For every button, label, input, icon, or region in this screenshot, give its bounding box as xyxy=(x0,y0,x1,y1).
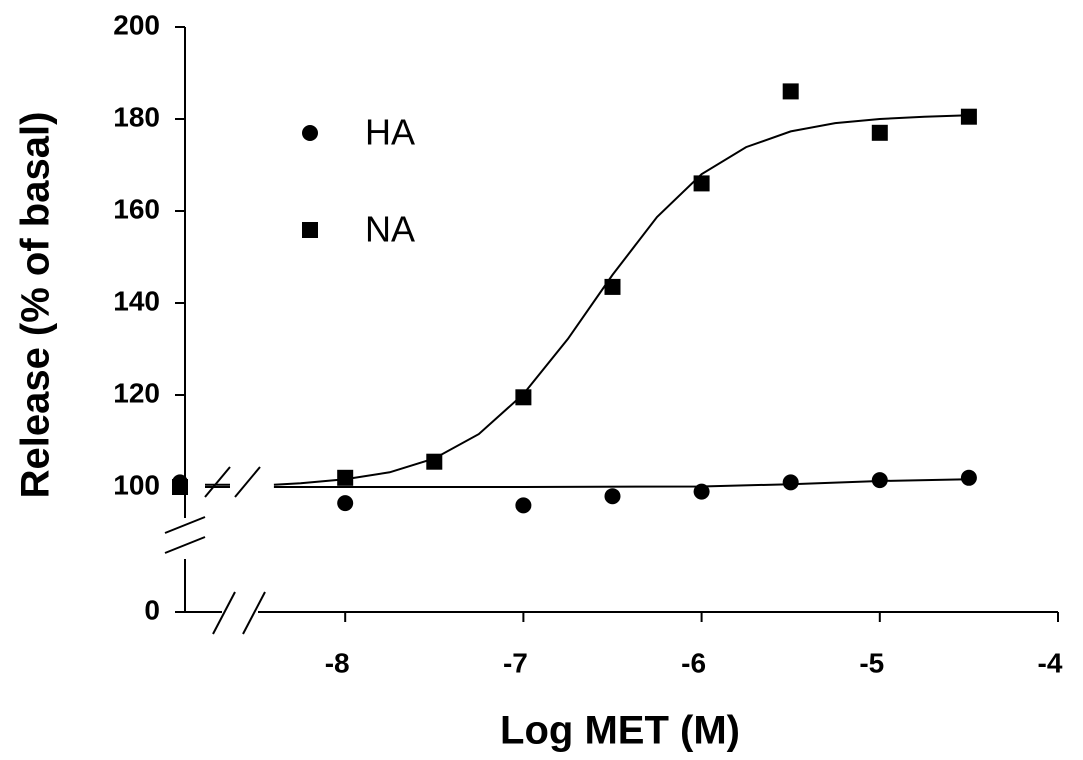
y-tick-label: 180 xyxy=(113,101,160,132)
point xyxy=(426,453,443,470)
point xyxy=(960,469,977,486)
point xyxy=(960,108,977,125)
axis-break xyxy=(164,516,206,534)
legend-marker xyxy=(302,222,318,238)
point xyxy=(693,483,710,500)
point xyxy=(515,389,532,406)
y-tick-label: 200 xyxy=(113,9,160,40)
axis-break xyxy=(164,536,206,554)
y-tick-label: 120 xyxy=(113,377,160,408)
y-tick-label: 100 xyxy=(113,469,160,500)
point xyxy=(604,278,621,295)
y-tick-label: 0 xyxy=(144,594,160,625)
point xyxy=(871,124,888,141)
point xyxy=(515,497,532,514)
point xyxy=(871,472,888,489)
fit-curve xyxy=(273,114,969,486)
point xyxy=(172,479,188,495)
point xyxy=(782,83,799,100)
point xyxy=(604,488,621,505)
axes xyxy=(164,27,1058,635)
x-tick-label: -5 xyxy=(859,647,884,678)
x-axis-title: Log MET (M) xyxy=(500,709,740,753)
y-tick-label: 140 xyxy=(113,285,160,316)
legend-label: HA xyxy=(365,112,415,153)
legend-label: NA xyxy=(365,209,415,250)
point xyxy=(337,469,354,486)
axis-break xyxy=(234,466,261,498)
point xyxy=(782,474,799,491)
y-tick-label: 160 xyxy=(113,193,160,224)
x-tick-label: -8 xyxy=(325,647,350,678)
x-tick-label: -6 xyxy=(681,647,706,678)
point xyxy=(693,175,710,192)
axis-break xyxy=(204,466,231,498)
x-tick-label: -7 xyxy=(503,647,528,678)
point xyxy=(337,495,354,512)
x-tick-label: -4 xyxy=(1038,647,1063,678)
fit-curve xyxy=(273,478,969,488)
y-axis-title: Release (% of basal) xyxy=(14,112,58,499)
axis-break xyxy=(212,591,236,635)
axis-break xyxy=(242,591,266,635)
legend-marker xyxy=(302,125,318,141)
